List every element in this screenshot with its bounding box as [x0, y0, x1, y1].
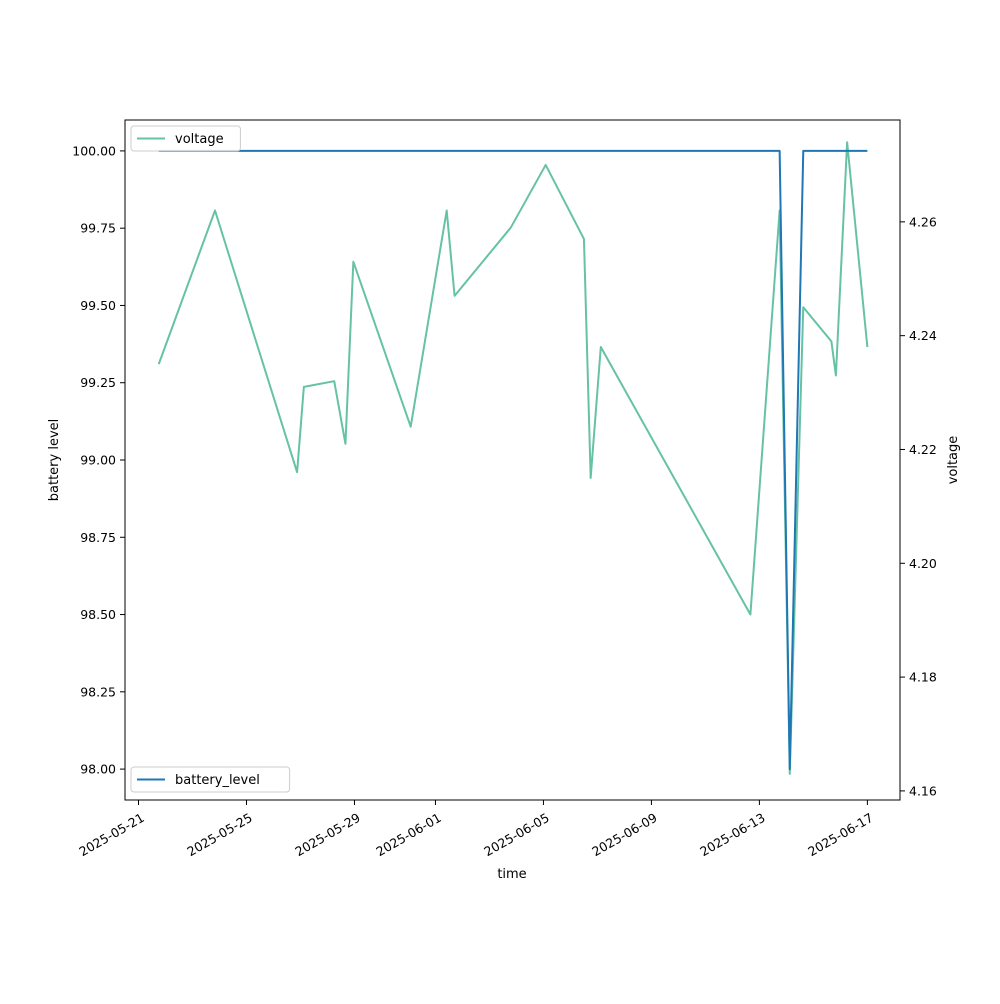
series-line-battery-level — [158, 149, 868, 771]
left-y-tick-label: 99.75 — [80, 221, 116, 236]
x-tick-label: 2025-06-01 — [373, 810, 443, 859]
series-line-voltage — [157, 141, 869, 775]
x-tick-label: 2025-05-25 — [184, 810, 254, 859]
x-tick-label: 2025-05-29 — [292, 810, 362, 859]
left-y-tick-label: 100.00 — [72, 143, 116, 158]
left-y-axis-title: battery level — [47, 419, 62, 502]
right-y-axis-title: voltage — [946, 436, 961, 485]
left-y-tick-label: 98.50 — [80, 607, 116, 622]
x-tick-label: 2025-05-21 — [76, 810, 146, 859]
legend-label: voltage — [175, 132, 224, 147]
legend-box — [130, 766, 291, 793]
left-y-tick-label: 98.00 — [80, 762, 116, 777]
legends: battery_level voltage — [130, 125, 291, 793]
plot-lines — [157, 141, 869, 775]
left-y-tick-label: 99.50 — [80, 298, 116, 313]
right-y-tick-label: 4.26 — [909, 214, 937, 229]
x-axis-title: time — [497, 867, 526, 882]
legend-battery-level: battery_level — [130, 766, 291, 793]
right-y-tick-label: 4.20 — [909, 556, 937, 571]
right-y-tick-label: 4.22 — [909, 442, 937, 457]
right-y-tick-label: 4.24 — [909, 328, 937, 343]
left-y-tick-label: 99.00 — [80, 453, 116, 468]
x-tick-label: 2025-06-13 — [697, 810, 767, 859]
left-y-tick-label: 99.25 — [80, 375, 116, 390]
left-y-tick-label: 98.25 — [80, 684, 116, 699]
legend-voltage: voltage — [130, 125, 241, 152]
legend-label: battery_level — [175, 773, 260, 788]
right-y-tick-label: 4.18 — [909, 670, 937, 685]
x-tick-label: 2025-06-05 — [481, 810, 551, 859]
right-y-tick-label: 4.16 — [909, 783, 937, 798]
x-tick-label: 2025-06-09 — [589, 810, 659, 859]
x-tick-label: 2025-06-17 — [805, 810, 875, 859]
legend-box — [130, 125, 241, 152]
axes: 2025-05-21 2025-05-25 2025-05-29 2025-06-01… — [72, 143, 937, 859]
left-y-tick-label: 98.75 — [80, 530, 116, 545]
